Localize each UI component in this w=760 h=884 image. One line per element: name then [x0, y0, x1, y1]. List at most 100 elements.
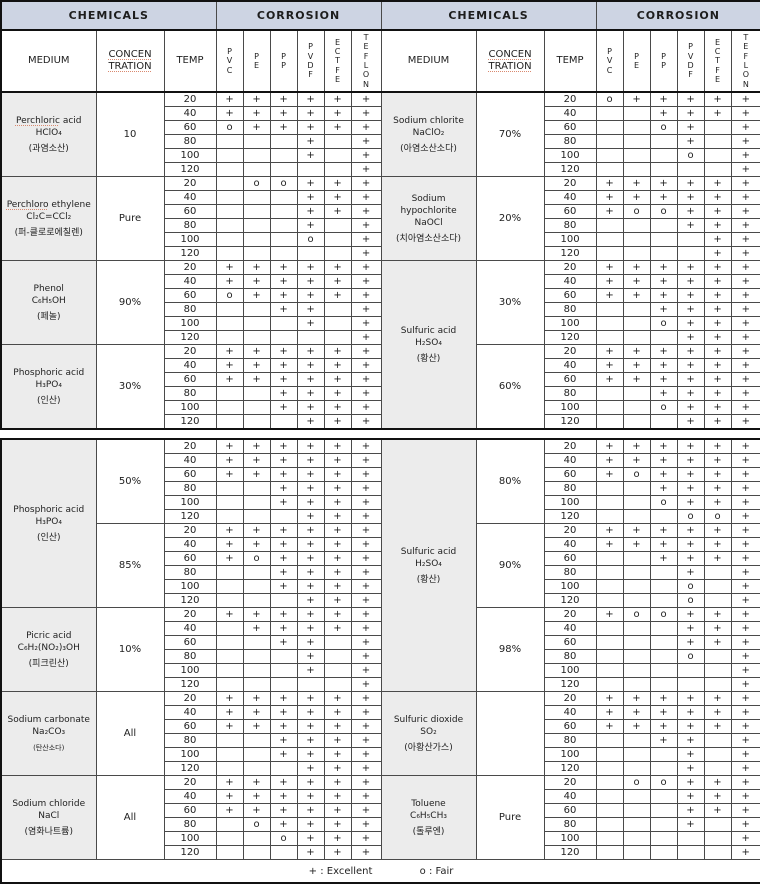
rating-cell: + — [242, 260, 271, 275]
medium-korean-name: (퍼-클로로에칠렌) — [14, 227, 83, 238]
concentration-cell: 30% — [475, 260, 545, 345]
rating-cell: + — [350, 481, 382, 496]
temp-cell: 80 — [543, 565, 597, 580]
temp-cell: 20 — [163, 775, 217, 790]
temp-cell: 100 — [163, 148, 217, 163]
rating-cell: + — [730, 120, 760, 135]
rating-cell: + — [350, 372, 382, 387]
rating-cell: + — [296, 579, 325, 594]
rating-cell: + — [242, 803, 271, 818]
rating-cell — [215, 649, 244, 664]
medium-formula: NaCl — [38, 810, 60, 821]
rating-cell: + — [676, 761, 705, 776]
medium-cell: Sodium chlorite NaClO₂ (아염소산소다) — [380, 91, 477, 177]
rating-cell — [323, 330, 352, 345]
concentration-cell: 20% — [475, 176, 545, 261]
rating-cell: + — [269, 747, 298, 762]
rating-cell: + — [296, 176, 325, 191]
temp-cell: 120 — [163, 845, 217, 860]
rating-cell: + — [622, 288, 651, 303]
rating-cell: + — [323, 414, 352, 430]
rating-cell: + — [703, 705, 732, 720]
rating-cell: + — [350, 593, 382, 608]
rating-cell: + — [676, 719, 705, 734]
rating-cell: + — [215, 344, 244, 359]
section-header-row: CHEMICALS CORROSION CHEMICALS CORROSION — [0, 0, 760, 31]
rating-cell: + — [676, 204, 705, 219]
rating-cell — [595, 803, 624, 818]
rating-cell — [703, 649, 732, 664]
rating-cell: + — [350, 288, 382, 303]
rating-cell: + — [296, 91, 325, 107]
rating-cell: + — [622, 274, 651, 289]
rating-cell: + — [350, 302, 382, 317]
rating-cell: + — [676, 91, 705, 107]
concentration-column-header: CONCEN TRATION — [95, 29, 165, 93]
temp-cell: 100 — [163, 232, 217, 247]
rating-cell: + — [730, 677, 760, 692]
medium-formula: H₃PO₄ — [35, 516, 63, 527]
data-row: 80 + + +80 + + + + — [1, 302, 760, 317]
rating-cell — [703, 845, 732, 860]
rating-cell: + — [730, 775, 760, 790]
rating-cell: + — [323, 761, 352, 776]
rating-cell: + — [595, 705, 624, 720]
data-row: Phosphoric acid H₃PO₄ (인산) 30% 20 + + + + + +60% 20… — [0, 344, 760, 430]
medium-name: Sulfuric acid — [400, 325, 457, 336]
rating-cell — [215, 204, 244, 219]
rating-cell: + — [296, 453, 325, 468]
rating-cell — [703, 663, 732, 678]
rating-cell: + — [323, 607, 352, 622]
medium-korean-name: (아황산가스) — [404, 742, 453, 753]
temp-cell: 100 — [163, 579, 217, 594]
medium-formula: C₆H₂(NO₂)₃OH — [17, 642, 80, 653]
rating-cell: + — [350, 523, 382, 538]
temp-cell: 80 — [543, 134, 597, 149]
medium-name: Perchloro ethylene — [6, 199, 91, 210]
rating-cell — [269, 162, 298, 177]
rating-cell: + — [676, 120, 705, 135]
rating-cell: + — [269, 481, 298, 496]
rating-cell: + — [703, 260, 732, 275]
temp-cell: 60 — [543, 372, 597, 387]
rating-cell — [269, 330, 298, 345]
rating-cell: + — [350, 148, 382, 163]
medium-column-header: MEDIUM — [0, 29, 97, 93]
rating-cell: + — [730, 91, 760, 107]
rating-cell — [649, 663, 678, 678]
rating-cell — [215, 761, 244, 776]
rating-cell: + — [269, 400, 298, 415]
rating-cell: o — [215, 120, 244, 135]
rating-cell — [595, 551, 624, 566]
rating-cell: + — [676, 288, 705, 303]
rating-cell — [242, 386, 271, 401]
rating-cell — [215, 495, 244, 510]
temp-cell: 80 — [163, 733, 217, 748]
rating-cell: + — [269, 438, 298, 454]
temp-cell: 60 — [543, 719, 597, 734]
rating-cell — [269, 232, 298, 247]
rating-cell: + — [676, 302, 705, 317]
medium-formula: C₆H₅CH₃ — [410, 810, 447, 821]
rating-cell: + — [215, 523, 244, 538]
temp-cell: 80 — [163, 817, 217, 832]
temp-cell: 60 — [163, 204, 217, 219]
rating-cell: + — [622, 537, 651, 552]
rating-cell: + — [215, 775, 244, 790]
medium-cell: Phosphoric acid H₃PO₄ (인산) — [0, 344, 97, 430]
rating-cell: + — [269, 733, 298, 748]
rating-cell — [242, 414, 271, 430]
data-row: 100 + + + +100 o + + + — [1, 495, 760, 510]
rating-cell: + — [350, 467, 382, 482]
rating-cell: + — [676, 467, 705, 482]
rating-cell: + — [649, 523, 678, 538]
rating-cell — [595, 761, 624, 776]
rating-cell — [242, 400, 271, 415]
rating-cell: + — [350, 274, 382, 289]
rating-cell: + — [323, 593, 352, 608]
concentration-cell: Pure — [95, 176, 165, 261]
rating-cell: + — [323, 400, 352, 415]
rating-cell: o — [649, 400, 678, 415]
rating-cell: + — [350, 817, 382, 832]
rating-cell: + — [215, 467, 244, 482]
